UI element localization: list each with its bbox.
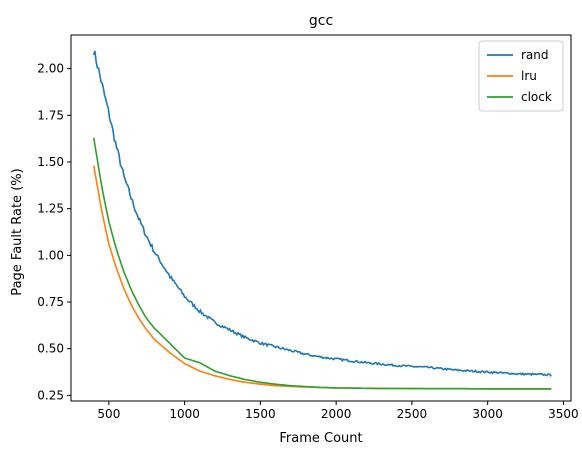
y-tick-label: 2.00 — [37, 62, 64, 76]
x-tick-label: 3500 — [548, 407, 579, 421]
y-tick-label: 1.75 — [37, 108, 64, 122]
y-axis: 0.25 0.50 0.75 1.00 1.25 1.50 1.75 2.00 — [37, 62, 71, 402]
legend-label-rand: rand — [521, 48, 549, 62]
legend-label-lru: lru — [521, 69, 537, 83]
y-tick-label: 1.50 — [37, 155, 64, 169]
x-tick-label: 2000 — [321, 407, 352, 421]
x-tick-label: 500 — [97, 407, 120, 421]
x-axis-label: Frame Count — [279, 431, 362, 446]
series-line-lru — [92, 165, 552, 390]
chart-title: gcc — [309, 13, 333, 29]
series-line-clock — [92, 137, 552, 390]
x-tick-label: 1500 — [245, 407, 276, 421]
x-tick-label: 2500 — [397, 407, 428, 421]
plot-lines — [92, 50, 552, 390]
legend: rand lru clock — [478, 40, 564, 112]
plot-frame — [70, 34, 572, 402]
y-axis-label: Page Fault Rate (%) — [10, 168, 25, 295]
y-tick-label: 0.50 — [37, 342, 64, 356]
x-tick-label: 1000 — [169, 407, 200, 421]
legend-box — [478, 40, 564, 112]
y-tick-label: 1.00 — [37, 248, 64, 262]
y-tick-label: 0.25 — [37, 388, 64, 402]
y-tick-label: 1.25 — [37, 202, 64, 216]
legend-label-clock: clock — [521, 90, 552, 104]
y-tick-label: 0.75 — [37, 295, 64, 309]
x-tick-label: 3000 — [472, 407, 503, 421]
series-line-rand — [92, 50, 552, 378]
x-axis: 500 1000 1500 2000 2500 3000 3500 — [97, 401, 579, 421]
